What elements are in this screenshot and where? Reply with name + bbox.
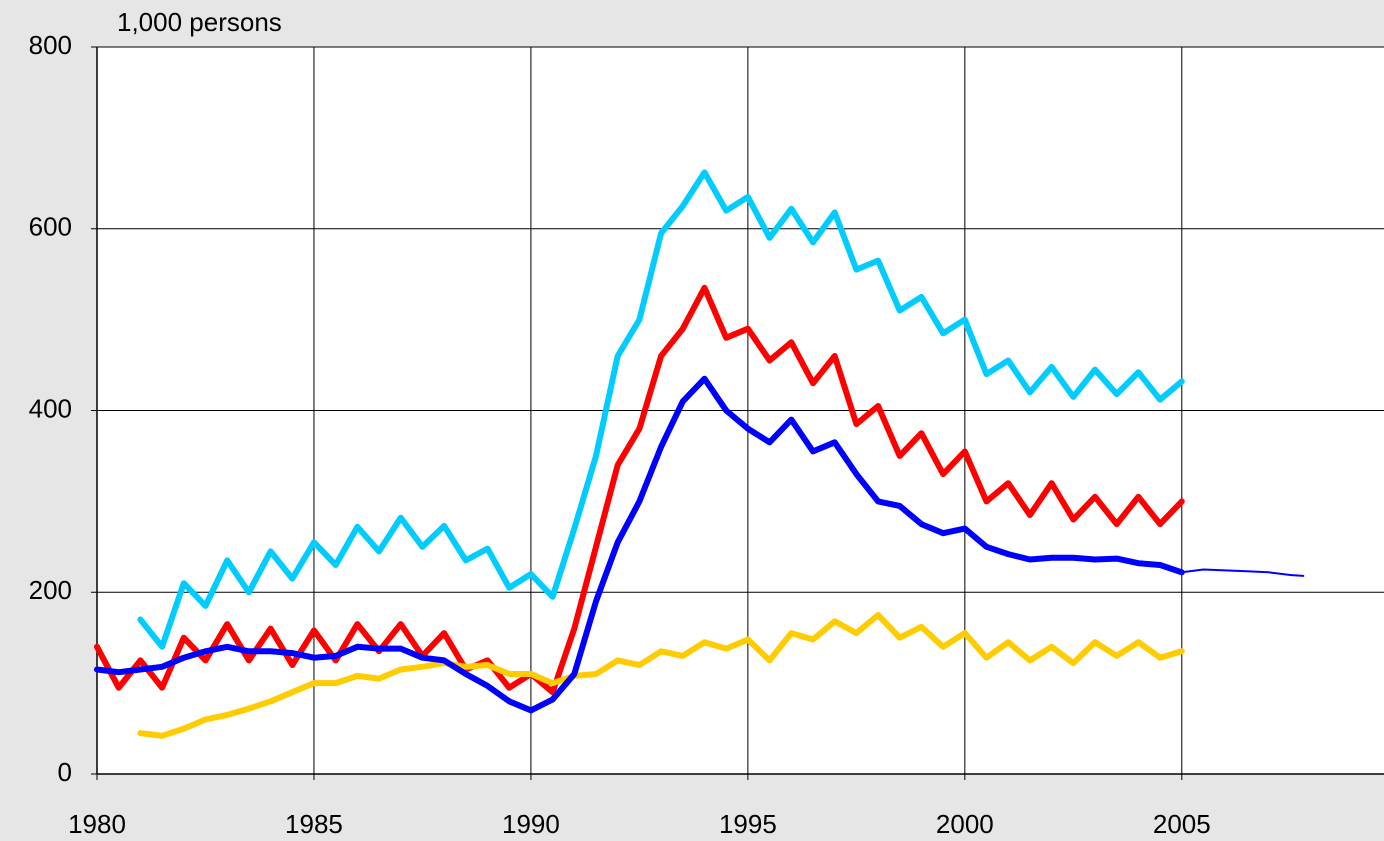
y-tick-label: 400 (29, 393, 72, 423)
y-axis-label: 1,000 persons (117, 7, 282, 37)
y-tick-label: 800 (29, 30, 72, 60)
x-tick-label: 2000 (936, 809, 994, 839)
y-tick-label: 600 (29, 212, 72, 242)
series-line (1180, 568, 1305, 577)
x-tick-label: 1995 (719, 809, 777, 839)
x-tick-label: 1980 (68, 809, 126, 839)
y-tick-label: 200 (29, 575, 72, 605)
x-tick-label: 2005 (1153, 809, 1211, 839)
series-line (94, 284, 1185, 696)
y-tick-label: 0 (58, 757, 72, 787)
series-line (137, 169, 1185, 650)
series-line (137, 612, 1185, 739)
series-line (94, 375, 1185, 714)
x-tick-label: 1990 (502, 809, 560, 839)
x-tick-label: 1985 (285, 809, 343, 839)
